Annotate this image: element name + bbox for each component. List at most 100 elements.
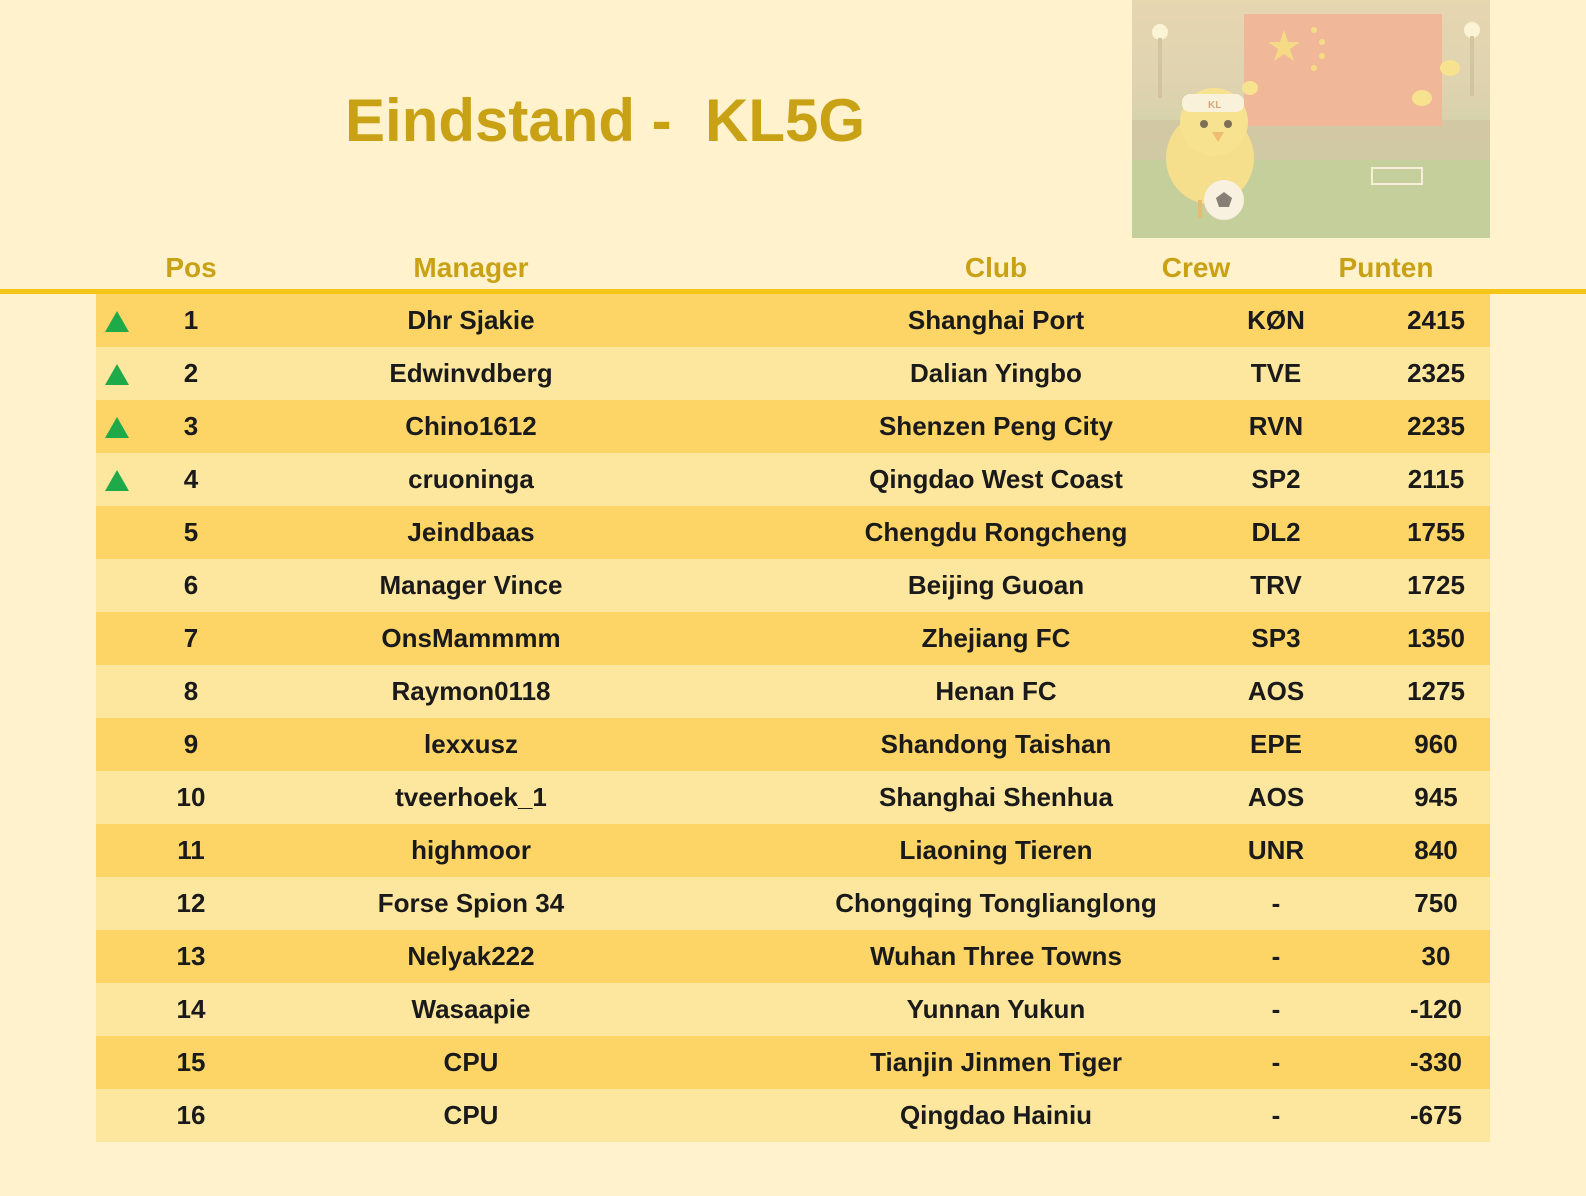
points-cell: 960 <box>1414 729 1458 759</box>
header-manager: Manager <box>413 252 529 283</box>
club-cell: Shenzen Peng City <box>878 411 1114 441</box>
manager-cell: Manager Vince <box>379 570 563 600</box>
position-cell: 2 <box>183 358 199 388</box>
points-cell: 840 <box>1414 835 1458 865</box>
club-cell: Qingdao Hainiu <box>899 1100 1093 1130</box>
points-cell: 2235 <box>1407 411 1465 441</box>
position-cell: 1 <box>183 305 199 335</box>
crew-cell: KØN <box>1247 305 1305 335</box>
mascot-illustration: KL <box>1132 0 1490 238</box>
points-cell: 1725 <box>1407 570 1465 600</box>
club-cell: Beijing Guoan <box>907 570 1085 600</box>
table-row: 6 Manager Vince Beijing Guoan TRV 1725 <box>96 559 1490 612</box>
position-cell: 13 <box>176 941 206 971</box>
manager-cell: Dhr Sjakie <box>407 305 535 335</box>
position-cell: 8 <box>183 676 199 706</box>
points-cell: -120 <box>1409 994 1463 1024</box>
header-divider <box>0 289 1586 294</box>
crew-cell: DL2 <box>1251 517 1301 547</box>
table-row: 12 Forse Spion 34 Chongqing Tonglianglong -… <box>96 877 1490 930</box>
crew-cell: - <box>1271 941 1281 971</box>
manager-cell: CPU <box>443 1047 499 1077</box>
crew-cell: - <box>1271 994 1281 1024</box>
points-cell: -330 <box>1409 1047 1463 1077</box>
club-cell: Yunnan Yukun <box>906 994 1086 1024</box>
table-row: 15 CPU Tianjin Jinmen Tiger - -330 <box>96 1036 1490 1089</box>
header-points: Punten <box>1338 252 1434 283</box>
crew-cell: TRV <box>1250 570 1302 600</box>
club-cell: Shanghai Shenhua <box>878 782 1114 812</box>
club-cell: Chengdu Rongcheng <box>864 517 1128 547</box>
club-cell: Liaoning Tieren <box>899 835 1093 865</box>
table-row: 4 cruoninga Qingdao West Coast SP2 2115 <box>96 453 1490 506</box>
points-cell: 2325 <box>1407 358 1465 388</box>
table-row: 16 CPU Qingdao Hainiu - -675 <box>96 1089 1490 1142</box>
club-cell: Henan FC <box>935 676 1057 706</box>
crew-cell: EPE <box>1249 729 1303 759</box>
crew-cell: TVE <box>1250 358 1302 388</box>
table-row: 7 OnsMammmm Zhejiang FC SP3 1350 <box>96 612 1490 665</box>
position-cell: 10 <box>176 782 206 812</box>
table-row: 1 Dhr Sjakie Shanghai Port KØN 2415 <box>96 294 1490 347</box>
points-cell: 1755 <box>1407 517 1465 547</box>
position-cell: 11 <box>177 835 205 865</box>
crew-cell: AOS <box>1247 676 1305 706</box>
manager-cell: tveerhoek_1 <box>395 782 547 812</box>
manager-cell: OnsMammmm <box>381 623 561 653</box>
club-cell: Zhejiang FC <box>921 623 1071 653</box>
table-row: 10 tveerhoek_1 Shanghai Shenhua AOS 945 <box>96 771 1490 824</box>
points-cell: 2415 <box>1407 305 1465 335</box>
points-cell: 1275 <box>1407 676 1465 706</box>
table-row: 5 Jeindbaas Chengdu Rongcheng DL2 1755 <box>96 506 1490 559</box>
manager-cell: cruoninga <box>408 464 534 494</box>
table-row: 3 Chino1612 Shenzen Peng City RVN 2235 <box>96 400 1490 453</box>
up-arrow-icon <box>105 470 129 491</box>
crew-cell: RVN <box>1248 411 1304 441</box>
manager-cell: Raymon0118 <box>391 676 551 706</box>
header-crew: Crew <box>1161 252 1231 283</box>
points-cell: 2115 <box>1407 464 1465 494</box>
position-cell: 3 <box>183 411 199 441</box>
position-cell: 6 <box>183 570 199 600</box>
crew-cell: - <box>1271 1047 1281 1077</box>
up-arrow-icon <box>105 364 129 385</box>
table-row: 2 Edwinvdberg Dalian Yingbo TVE 2325 <box>96 347 1490 400</box>
points-cell: 30 <box>1421 941 1451 971</box>
up-arrow-icon <box>105 417 129 438</box>
crew-cell: - <box>1271 1100 1281 1130</box>
manager-cell: Forse Spion 34 <box>377 888 565 918</box>
table-row: 14 Wasaapie Yunnan Yukun - -120 <box>96 983 1490 1036</box>
badge-text: KL <box>1208 100 1221 111</box>
club-cell: Wuhan Three Towns <box>870 941 1122 971</box>
position-cell: 14 <box>176 994 206 1024</box>
club-cell: Qingdao West Coast <box>869 464 1123 494</box>
position-cell: 16 <box>176 1100 206 1130</box>
table-row: 11 highmoor Liaoning Tieren UNR 840 <box>96 824 1490 877</box>
manager-cell: Edwinvdberg <box>389 358 553 388</box>
club-cell: Shanghai Port <box>907 305 1085 335</box>
page-title: Eindstand - KL5G <box>345 87 866 154</box>
table-row: 9 lexxusz Shandong Taishan EPE 960 <box>96 718 1490 771</box>
points-cell: -675 <box>1409 1100 1463 1130</box>
club-cell: Dalian Yingbo <box>910 358 1082 388</box>
manager-cell: Jeindbaas <box>407 517 535 547</box>
points-cell: 945 <box>1414 782 1458 812</box>
position-cell: 4 <box>183 464 199 494</box>
manager-cell: Wasaapie <box>411 994 531 1024</box>
position-cell: 5 <box>183 517 199 547</box>
standings-table: 1 Dhr Sjakie Shanghai Port KØN 2415 2 Edwinvdb… <box>96 294 1490 1142</box>
position-cell: 7 <box>183 623 199 653</box>
position-cell: 12 <box>176 888 206 918</box>
manager-cell: Chino1612 <box>405 411 537 441</box>
mascot-image: KL <box>1132 0 1490 238</box>
points-cell: 750 <box>1414 888 1458 918</box>
manager-cell: lexxusz <box>424 729 518 759</box>
position-cell: 15 <box>176 1047 206 1077</box>
club-cell: Tianjin Jinmen Tiger <box>870 1047 1122 1077</box>
crew-cell: - <box>1271 888 1281 918</box>
position-cell: 9 <box>183 729 199 759</box>
manager-cell: Nelyak222 <box>407 941 535 971</box>
up-arrow-icon <box>105 311 129 332</box>
crew-cell: SP3 <box>1251 623 1301 653</box>
crew-cell: AOS <box>1247 782 1305 812</box>
